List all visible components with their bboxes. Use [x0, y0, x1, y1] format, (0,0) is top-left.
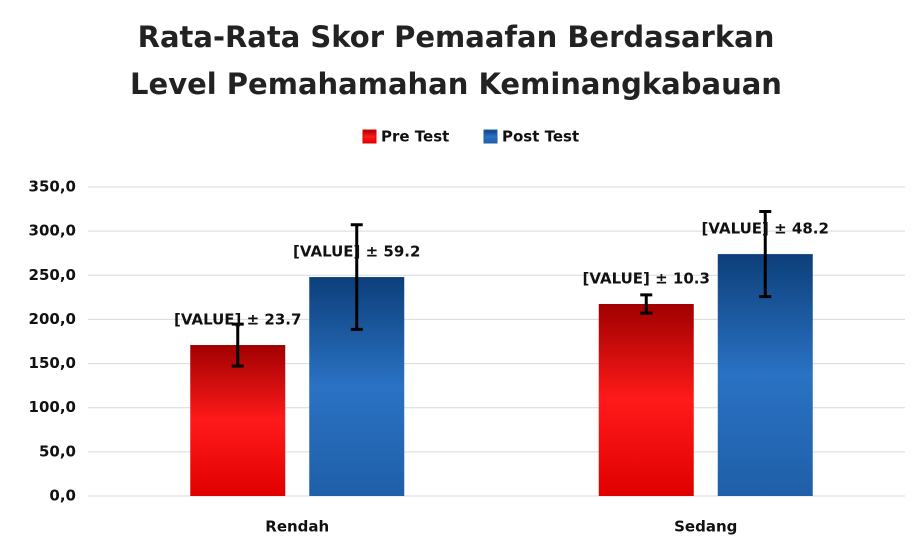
error-bar [640, 293, 653, 315]
bar [190, 345, 286, 496]
bar [598, 303, 694, 496]
data-label: [VALUE] ± 23.7 [174, 311, 301, 329]
data-label: [VALUE] ± 10.3 [583, 269, 710, 287]
error-bar [350, 223, 363, 331]
legend-label: Post Test [502, 128, 579, 146]
y-tick-label: 150,0 [29, 354, 76, 372]
y-tick-label: 300,0 [29, 222, 76, 240]
legend-label: Pre Test [381, 128, 449, 146]
y-tick-label: 200,0 [29, 310, 76, 328]
y-tick-label: 50,0 [39, 442, 76, 460]
data-label: [VALUE] ± 48.2 [702, 220, 829, 238]
legend-swatch [362, 129, 377, 144]
y-tick-label: 0,0 [49, 487, 76, 505]
error-bar [231, 322, 244, 368]
y-tick-label: 250,0 [29, 266, 76, 284]
x-tick-label: Sedang [674, 518, 737, 536]
y-tick-label: 100,0 [29, 398, 76, 416]
legend-swatch [483, 129, 498, 144]
data-label: [VALUE] ± 59.2 [293, 243, 420, 261]
x-tick-label: Rendah [265, 518, 329, 536]
error-bar [759, 210, 772, 299]
y-tick-label: 350,0 [29, 178, 76, 196]
chart-title: Rata-Rata Skor Pemaafan Berdasarkan Leve… [130, 20, 782, 101]
